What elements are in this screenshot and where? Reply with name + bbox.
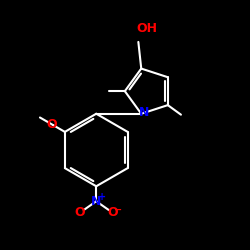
Text: +: + [98,192,106,202]
Text: O: O [46,118,57,131]
Text: N: N [138,106,149,119]
Text: N: N [91,195,102,208]
Text: O: O [107,206,118,219]
Text: −: − [114,204,122,214]
Text: O: O [75,206,85,219]
Text: OH: OH [136,22,158,35]
